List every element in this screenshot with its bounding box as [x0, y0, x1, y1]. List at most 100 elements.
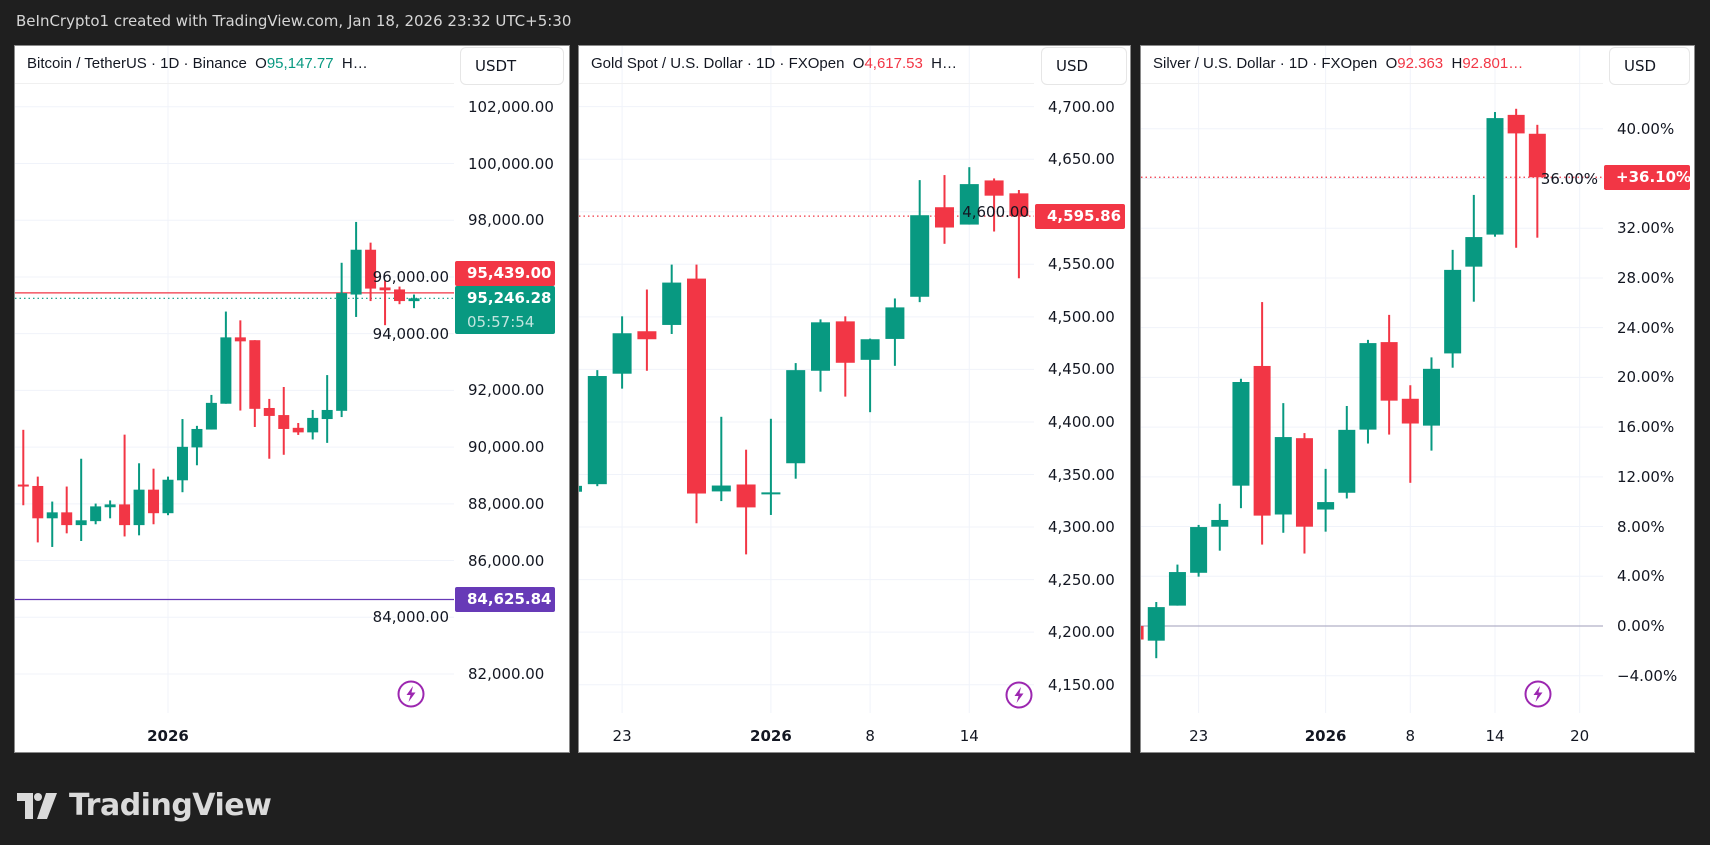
candle[interactable]	[662, 264, 682, 334]
candle[interactable]	[860, 338, 880, 413]
candle[interactable]	[910, 180, 930, 303]
candle[interactable]	[1253, 302, 1271, 545]
candle-body	[278, 415, 290, 429]
candle[interactable]	[1147, 602, 1165, 659]
candle[interactable]	[1359, 339, 1377, 444]
candle[interactable]	[637, 289, 657, 371]
candle[interactable]	[234, 320, 246, 411]
currency-button[interactable]: USDT	[460, 47, 564, 85]
symbol-title[interactable]: Gold Spot / U.S. Dollar · 1D · FXOpen	[591, 55, 845, 72]
candle[interactable]	[379, 280, 391, 326]
candle[interactable]	[935, 175, 954, 244]
candle[interactable]	[811, 319, 830, 392]
candle[interactable]	[1141, 626, 1144, 640]
candle-body	[292, 427, 304, 433]
candle[interactable]	[984, 178, 1004, 232]
candle[interactable]	[394, 286, 406, 305]
symbol-title[interactable]: Silver / U.S. Dollar · 1D · FXOpen	[1153, 55, 1378, 72]
symbol-legend[interactable]: Bitcoin / TetherUS · 1D · Binance O95,14…	[27, 55, 368, 72]
candle-body	[1147, 607, 1165, 641]
candle[interactable]	[249, 340, 261, 427]
candle[interactable]	[1168, 564, 1186, 606]
symbol-legend[interactable]: Gold Spot / U.S. Dollar · 1D · FXOpen O4…	[591, 55, 957, 72]
candle[interactable]	[336, 262, 348, 418]
candle[interactable]	[1317, 468, 1335, 532]
candle[interactable]	[365, 242, 377, 302]
symbol-legend[interactable]: Silver / U.S. Dollar · 1D · FXOpen O92.3…	[1153, 55, 1523, 72]
candle[interactable]	[90, 503, 102, 525]
candle[interactable]	[835, 316, 855, 397]
lightning-icon[interactable]	[397, 680, 425, 708]
price-label[interactable]: 95,246.28 05:57:54	[455, 285, 555, 334]
candle[interactable]	[1422, 357, 1440, 451]
candle[interactable]	[104, 500, 116, 519]
candle[interactable]	[959, 167, 979, 225]
chart-panel-gold[interactable]: Gold Spot / U.S. Dollar · 1D · FXOpen O4…	[578, 45, 1131, 753]
candle[interactable]	[885, 298, 905, 366]
candle[interactable]	[1295, 433, 1313, 554]
candle[interactable]	[1211, 503, 1229, 551]
candle[interactable]	[278, 386, 290, 455]
candle[interactable]	[1009, 189, 1029, 279]
candle-body	[1338, 429, 1356, 493]
candle[interactable]	[1507, 108, 1525, 248]
candle-body	[984, 180, 1004, 196]
lightning-icon[interactable]	[1005, 681, 1033, 709]
candle[interactable]	[205, 394, 217, 430]
price-axis-label: 88,000.00	[468, 494, 545, 513]
candle[interactable]	[1232, 378, 1250, 509]
candle[interactable]	[61, 486, 73, 534]
chart-panel-bitcoin[interactable]: Bitcoin / TetherUS · 1D · Binance O95,14…	[14, 45, 570, 753]
candle[interactable]	[133, 463, 145, 536]
lightning-icon[interactable]	[1524, 680, 1552, 708]
candle[interactable]	[292, 423, 304, 435]
price-axis-label: 8.00%	[1617, 517, 1665, 536]
candle[interactable]	[32, 476, 44, 543]
currency-button[interactable]: USD	[1041, 47, 1127, 85]
candle[interactable]	[1401, 385, 1419, 483]
candle[interactable]	[46, 501, 58, 547]
legend-ohlc-item: H	[1443, 55, 1463, 72]
candle[interactable]	[119, 434, 131, 537]
candle[interactable]	[307, 409, 319, 440]
candle[interactable]	[350, 221, 362, 317]
currency-button[interactable]: USD	[1609, 47, 1690, 85]
candle[interactable]	[711, 416, 731, 502]
candle[interactable]	[263, 398, 275, 459]
price-label[interactable]: +36.10%	[1604, 164, 1691, 190]
candle[interactable]	[1528, 124, 1546, 238]
candle[interactable]	[587, 370, 607, 487]
price-label[interactable]: 84,625.84	[455, 587, 555, 613]
candle[interactable]	[176, 419, 188, 493]
plot-area[interactable]	[579, 46, 1034, 713]
candle[interactable]	[162, 476, 174, 516]
candle[interactable]	[148, 468, 160, 525]
plot-area[interactable]	[1141, 46, 1603, 713]
candle[interactable]	[1274, 403, 1292, 533]
price-label[interactable]: 4,595.86	[1035, 203, 1125, 229]
candle[interactable]	[220, 311, 232, 404]
candle[interactable]	[786, 363, 806, 479]
candle[interactable]	[1486, 112, 1504, 237]
candle[interactable]	[75, 458, 87, 541]
chart-panel-silver[interactable]: Silver / U.S. Dollar · 1D · FXOpen O92.3…	[1140, 45, 1695, 753]
candle[interactable]	[408, 294, 420, 309]
candle[interactable]	[1338, 405, 1356, 499]
candle[interactable]	[17, 429, 29, 506]
candle[interactable]	[579, 484, 582, 493]
symbol-title[interactable]: Bitcoin / TetherUS · 1D · Binance	[27, 55, 247, 72]
candle[interactable]	[191, 425, 203, 466]
candle[interactable]	[761, 418, 781, 515]
bar-countdown: 05:57:54	[467, 312, 535, 331]
candle[interactable]	[1444, 249, 1462, 368]
candle[interactable]	[687, 264, 706, 524]
candle-wick	[1515, 108, 1518, 248]
candle[interactable]	[612, 316, 632, 389]
plot-area[interactable]	[15, 46, 454, 713]
price-label[interactable]: 95,439.00	[455, 260, 555, 286]
candle[interactable]	[1380, 314, 1398, 435]
candle[interactable]	[321, 375, 333, 443]
candle[interactable]	[1465, 194, 1483, 302]
candle[interactable]	[1190, 524, 1208, 577]
candle[interactable]	[736, 449, 756, 555]
